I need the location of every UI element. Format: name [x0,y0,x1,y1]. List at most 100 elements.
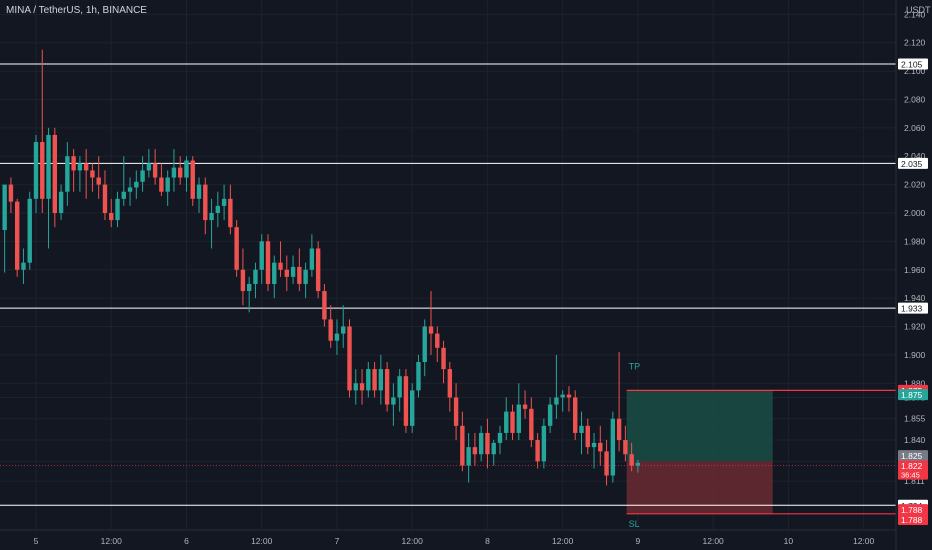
candle-body [96,177,101,185]
candle-body [315,248,321,292]
candle-body [27,198,32,263]
price-tick-label: 1.855 [904,414,926,424]
price-badge [898,504,928,516]
candle-body [309,248,315,270]
price-badge-text: 1.825 [901,451,923,461]
currency-label: USDT [906,5,931,15]
candle-body [265,241,271,284]
candle-body [215,205,221,213]
candle-body [547,404,553,426]
candle-body [610,418,616,476]
last-price-badge [898,460,928,480]
candle-body [554,397,559,405]
candle-body [14,201,20,270]
candle-body [472,447,478,455]
last-price-countdown: 36:45 [901,471,920,480]
candle-body [240,269,246,292]
candle-body [40,142,45,199]
candle-body [635,462,641,466]
candle-body [366,369,371,391]
candle-body [629,454,634,466]
candle-body [253,269,258,284]
candle-body [372,369,377,391]
candle-body [284,269,289,277]
candle-body [403,376,409,426]
candle-body [460,425,465,466]
candle-body [573,397,578,433]
candle-body [422,326,427,362]
candle-body [278,262,283,270]
candle-body [115,198,120,221]
time-tick-label: 8 [485,536,490,546]
candle-body [21,262,26,270]
price-tick-label: 2.120 [904,38,926,48]
candle-body [522,404,528,409]
candle-body [221,198,227,206]
price-tick-label: 2.060 [904,123,926,133]
time-tick-label: 7 [335,536,340,546]
candle-body [209,212,214,221]
candle-body [246,283,252,292]
price-tick-label: 2.020 [904,180,926,190]
candle-body [560,394,565,398]
candle-body [347,326,352,391]
candle-body [83,163,89,171]
level-price-badge [898,157,928,169]
candle-body [397,376,402,398]
candle-body [159,177,164,192]
time-tick-label: 12:00 [703,536,725,546]
time-tick-label: 12:00 [853,536,875,546]
candle-body [384,369,390,405]
candle-body [165,177,170,192]
last-price-value: 1.822 [901,461,923,471]
candle-body [178,167,183,178]
candle-body [491,442,496,455]
candle-body [416,361,421,391]
time-tick-label: 12:00 [251,536,273,546]
candle-body [33,142,39,199]
price-tick-label: 2.000 [904,208,926,218]
candle-body [604,451,609,476]
loss-zone [626,461,773,514]
candle-body [127,187,133,192]
candle-body [121,191,126,199]
candle-body [623,440,628,455]
price-badge [898,450,928,462]
candle-body [485,432,490,455]
level-price-badge-text: 2.035 [901,159,923,169]
candle-body [504,411,509,433]
level-price-badge [898,58,928,70]
candle-body [140,170,145,182]
price-tick-label: 1.960 [904,265,926,275]
candle-body [2,184,7,231]
candle-body [598,442,603,452]
candle-body [579,425,584,433]
candle-body [441,347,446,370]
candle-body [541,425,547,462]
price-tick-label: 1.900 [904,350,926,360]
candle-body [134,181,139,188]
candle-body [152,163,158,178]
candle-body [566,394,572,398]
candle-body [447,369,453,398]
price-tick-label: 1.980 [904,236,926,246]
time-tick-label: 12:00 [552,536,574,546]
candle-body [391,397,396,405]
price-badge [898,389,928,401]
candle-body [328,319,333,341]
candle-body [535,440,540,462]
price-tick-label: 1.840 [904,435,926,445]
candle-body [190,160,195,199]
candle-body [510,411,515,433]
candle-body [322,291,327,320]
time-tick-label: 10 [784,536,794,546]
candle-body [516,404,521,433]
price-tick-label: 2.100 [904,66,926,76]
candle-body [77,163,83,171]
price-tick-label: 1.811 [904,476,925,486]
time-tick-label: 6 [184,536,189,546]
price-badge-text: 1.788 [901,515,923,525]
candle-body [428,326,434,334]
candle-body [478,432,484,455]
